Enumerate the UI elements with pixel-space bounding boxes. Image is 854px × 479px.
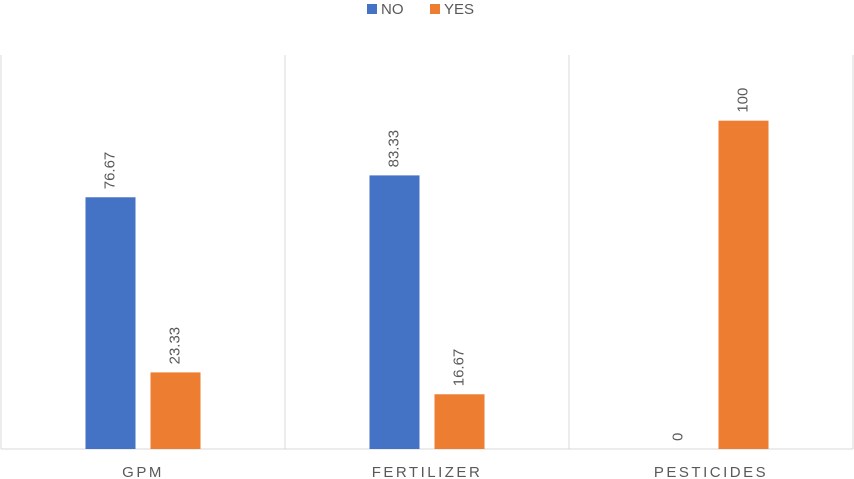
bar (434, 394, 485, 449)
data-label: 100 (734, 88, 751, 113)
legend-label: YES (444, 1, 474, 18)
x-tick-label: FERTILIZER (372, 464, 483, 479)
legend-swatch (430, 4, 440, 14)
bar (85, 197, 136, 449)
data-label: 76.67 (101, 152, 118, 190)
bar (150, 372, 201, 449)
data-label: 16.67 (450, 349, 467, 387)
x-tick-label: PESTICIDES (654, 464, 768, 479)
data-label: 0 (669, 433, 686, 441)
bar (718, 120, 769, 450)
x-tick-label: GPM (122, 464, 164, 479)
data-label: 83.33 (385, 130, 402, 168)
legend-label: NO (381, 1, 404, 18)
bar (369, 175, 420, 449)
data-label: 23.33 (166, 327, 183, 365)
legend-swatch (367, 4, 377, 14)
